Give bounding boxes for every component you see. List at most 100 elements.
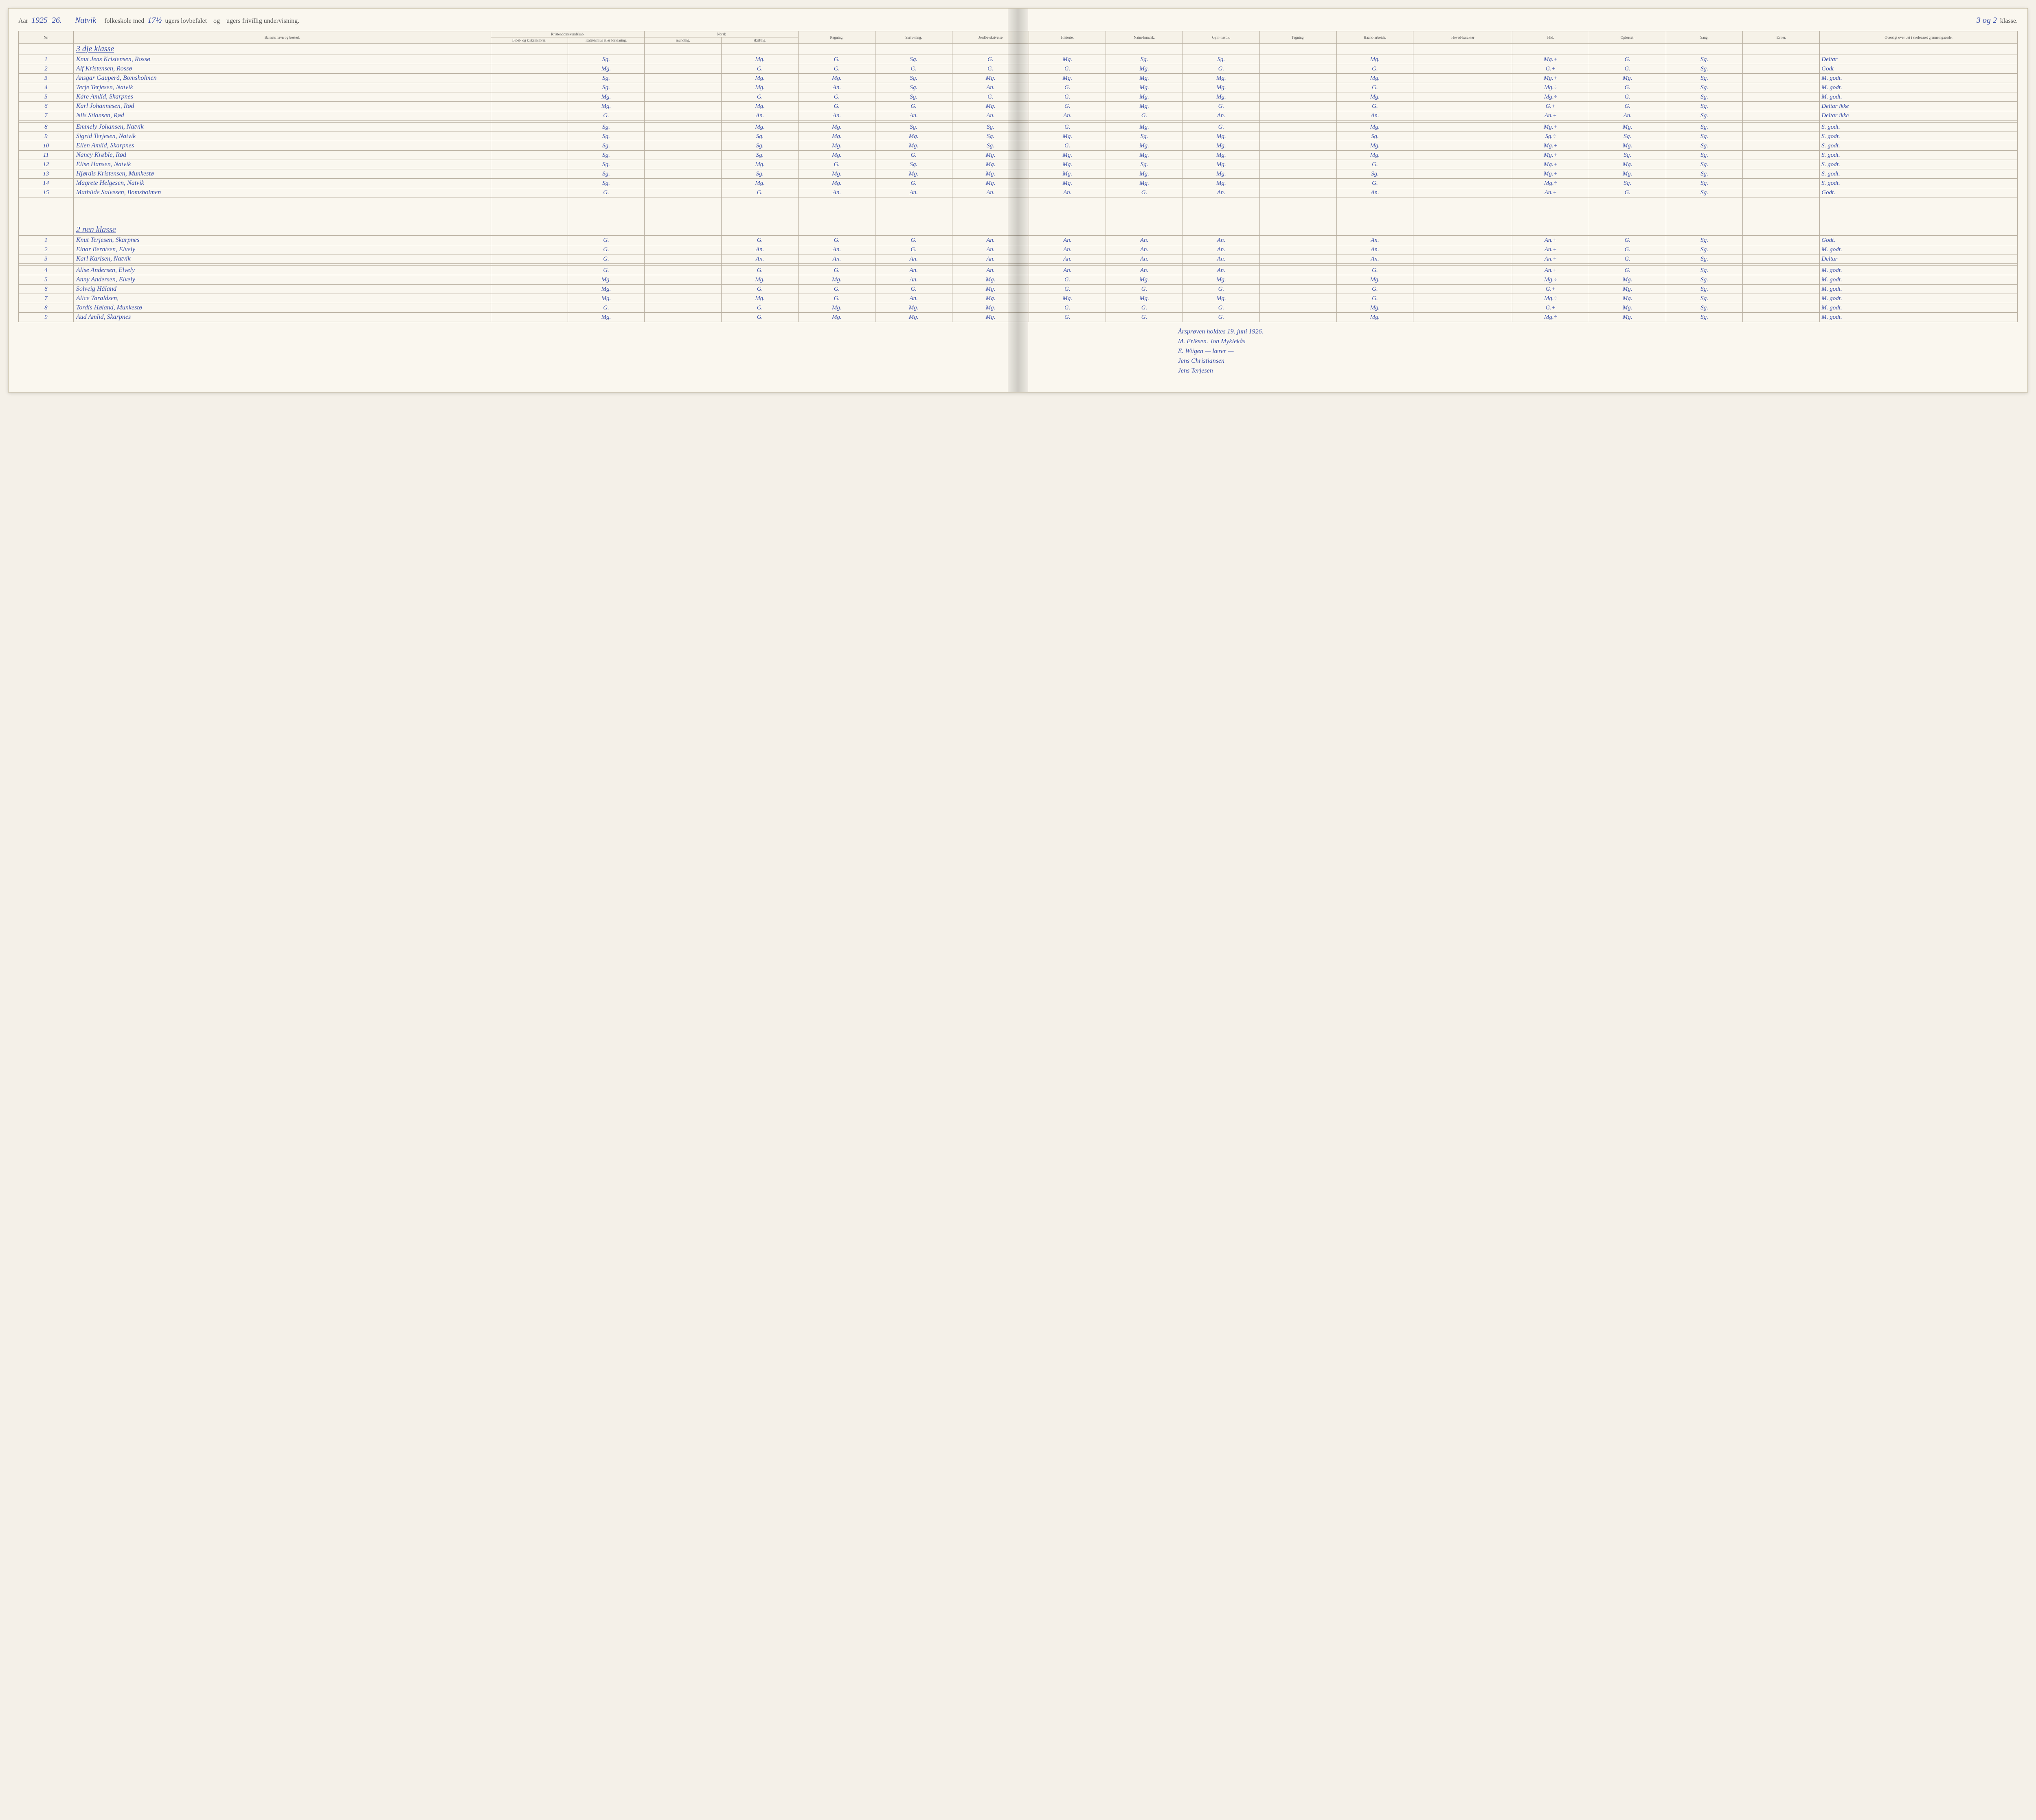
- row-name: Alise Andersen, Elvely: [73, 266, 491, 275]
- grade-cell: Sg.÷: [1512, 132, 1589, 141]
- grade-cell: Mg.: [1589, 275, 1666, 285]
- grade-cell: Mg.: [1029, 179, 1106, 188]
- grade-cell: An.: [722, 111, 799, 121]
- grade-cell: [1743, 303, 1820, 313]
- grade-cell: Mg.: [568, 102, 645, 111]
- grade-cell: Sg.: [1666, 151, 1743, 160]
- grade-cell: [491, 294, 568, 303]
- grade-cell: G.: [798, 266, 875, 275]
- grade-cell: Sg.: [1666, 266, 1743, 275]
- table-row: 13Hjørdis Kristensen, MunkestøSg.Sg.Mg.M…: [19, 169, 2018, 179]
- grade-cell: Sg.: [722, 141, 799, 151]
- grade-cell: [1743, 132, 1820, 141]
- grade-cell: [1743, 294, 1820, 303]
- row-name: Karl Karlsen, Natvik: [73, 254, 491, 264]
- grade-cell: [645, 83, 722, 92]
- grade-cell: [1413, 266, 1512, 275]
- grade-cell: G.: [1183, 102, 1259, 111]
- grade-cell: G.: [1029, 313, 1106, 322]
- grade-cell: Mg.: [1336, 141, 1413, 151]
- grade-cell: Mg.: [722, 275, 799, 285]
- grade-cell: [491, 83, 568, 92]
- grade-cell: [491, 313, 568, 322]
- grade-cell: Sg.: [1589, 132, 1666, 141]
- grade-cell: Sg.: [1183, 55, 1259, 64]
- printed-4: ugers frivillig undervisning.: [226, 18, 299, 25]
- grade-cell: Mg.: [1183, 132, 1259, 141]
- grade-cell: Mg.÷: [1512, 83, 1589, 92]
- grade-cell: Mg.+: [1512, 151, 1589, 160]
- note-line: Årsprøven holdtes 19. juni 1926.: [1178, 327, 2018, 337]
- table-row: 11Nancy Krøble, RødSg.Sg.Mg.G.Mg.Mg.Mg.M…: [19, 151, 2018, 160]
- grade-cell: An.: [1029, 245, 1106, 254]
- grade-cell: G.+: [1512, 102, 1589, 111]
- grade-cell: [1743, 55, 1820, 64]
- oversigt-cell: S. godt.: [1820, 132, 2018, 141]
- grade-cell: [645, 160, 722, 169]
- grade-cell: Sg.: [1336, 132, 1413, 141]
- grade-cell: An.: [1336, 245, 1413, 254]
- grade-cell: [1413, 132, 1512, 141]
- grade-cell: Sg.: [1666, 64, 1743, 74]
- col-krist-b: Katekismus eller forklaring.: [568, 37, 645, 44]
- table-row: 7Nils Stiansen, RødG.An.An.An.An.An.G.An…: [19, 111, 2018, 121]
- grade-cell: Mg.: [798, 303, 875, 313]
- grade-cell: Mg.: [952, 275, 1029, 285]
- grade-cell: [1743, 141, 1820, 151]
- row-nr: 12: [19, 160, 74, 169]
- grade-cell: [491, 285, 568, 294]
- footer-notes: Årsprøven holdtes 19. juni 1926.M. Eriks…: [1178, 327, 2018, 376]
- grade-cell: Mg.: [1106, 92, 1183, 102]
- row-nr: 5: [19, 275, 74, 285]
- grade-cell: Mg.: [722, 123, 799, 132]
- grade-cell: An.: [1106, 254, 1183, 264]
- grade-cell: Mg.: [798, 313, 875, 322]
- grade-cell: [1413, 179, 1512, 188]
- weeks-lov: 17½: [147, 16, 162, 25]
- grade-cell: Mg.: [1183, 92, 1259, 102]
- grade-cell: Sg.: [1589, 151, 1666, 160]
- grade-cell: Mg.: [1589, 303, 1666, 313]
- grade-cell: [1259, 74, 1336, 83]
- grade-cell: An.: [1029, 266, 1106, 275]
- oversigt-cell: Godt.: [1820, 236, 2018, 245]
- grade-cell: [1259, 64, 1336, 74]
- grade-cell: Mg.: [1589, 160, 1666, 169]
- grade-cell: G.: [1589, 266, 1666, 275]
- printed-3: og: [213, 18, 220, 25]
- grade-cell: Mg.: [1336, 151, 1413, 160]
- grade-cell: Sg.: [875, 55, 952, 64]
- row-nr: 1: [19, 236, 74, 245]
- oversigt-cell: S. godt.: [1820, 123, 2018, 132]
- col-hoved: Hoved-karakter: [1413, 31, 1512, 44]
- col-sang: Sang.: [1666, 31, 1743, 44]
- grade-cell: An.: [952, 111, 1029, 121]
- grade-cell: G.: [568, 303, 645, 313]
- col-norskgrp: Norsk: [645, 31, 799, 37]
- grade-cell: G.: [1029, 64, 1106, 74]
- col-haand: Haand-arbeide.: [1336, 31, 1413, 44]
- grade-cell: [1413, 303, 1512, 313]
- grade-cell: G.: [875, 64, 952, 74]
- col-evner: Evner.: [1743, 31, 1820, 44]
- grade-cell: Mg.: [1029, 294, 1106, 303]
- grade-cell: Mg.: [722, 102, 799, 111]
- grade-cell: An.: [798, 254, 875, 264]
- table-row: 7Alice Taraldsen,Mg.Mg.G.An.Mg.Mg.Mg.Mg.…: [19, 294, 2018, 303]
- grade-cell: Sg.: [952, 123, 1029, 132]
- col-norsk-a: mundtlig.: [645, 37, 722, 44]
- grade-cell: [1743, 123, 1820, 132]
- grade-cell: Mg.: [568, 92, 645, 102]
- grade-cell: G.: [952, 92, 1029, 102]
- grade-cell: [1259, 179, 1336, 188]
- grade-cell: Mg.: [568, 64, 645, 74]
- grade-cell: [1259, 83, 1336, 92]
- row-nr: 3: [19, 254, 74, 264]
- oversigt-cell: M. godt.: [1820, 313, 2018, 322]
- grade-cell: G.: [798, 294, 875, 303]
- grade-cell: An.: [1336, 254, 1413, 264]
- oversigt-cell: Godt: [1820, 64, 2018, 74]
- note-line: Jens Christiansen: [1178, 356, 2018, 366]
- grade-cell: Sg.: [1666, 102, 1743, 111]
- grade-cell: [1259, 275, 1336, 285]
